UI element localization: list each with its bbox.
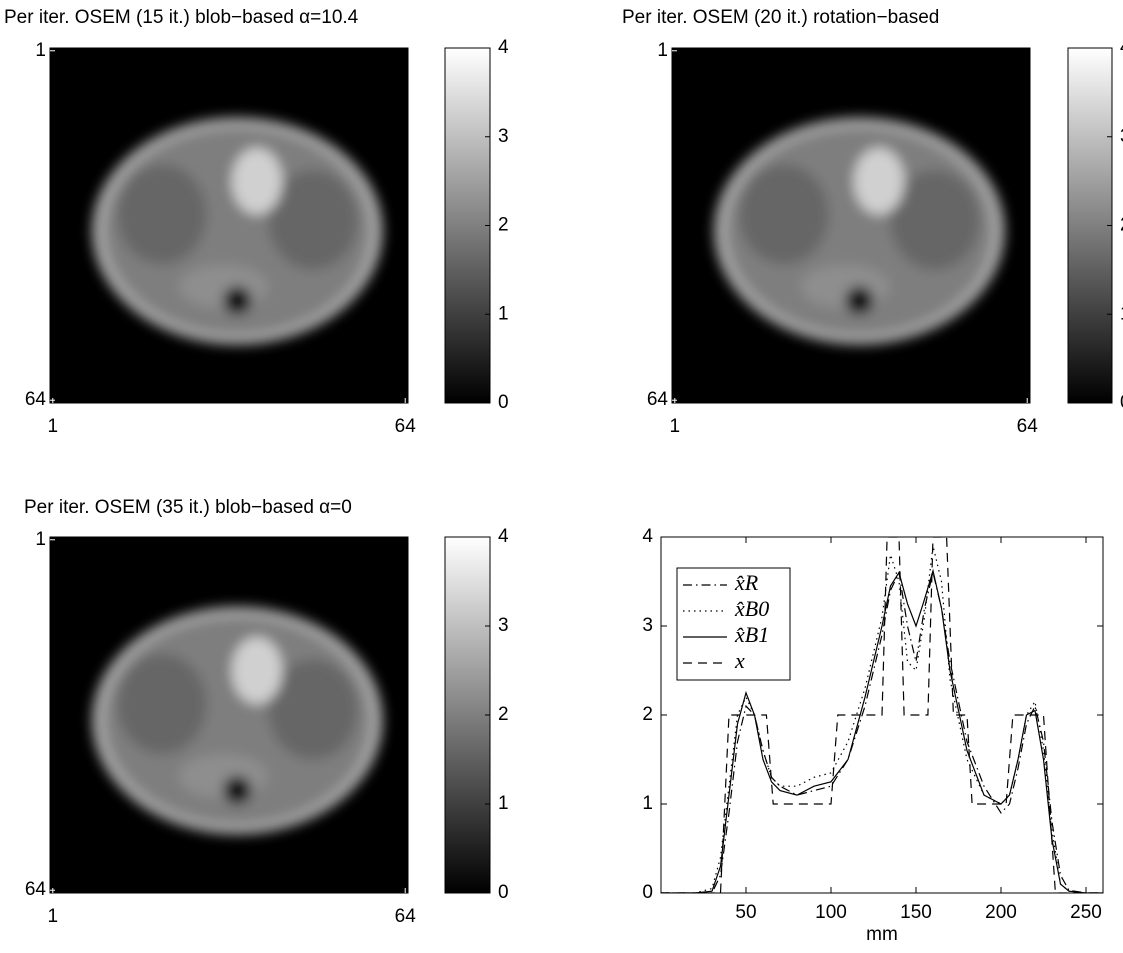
image-reconstruction [50,537,408,893]
x-tick-label: 200 [985,902,1017,923]
panel-title: Per iter. OSEM (15 it.) blob−based α=10.… [4,7,359,28]
lung-left [117,653,207,754]
panel-title: Per iter. OSEM (35 it.) blob−based α=0 [24,497,352,518]
y-tick-label: 1 [642,793,653,814]
legend-label: x̂B0 [734,596,769,621]
heart [853,147,905,215]
x-tick-label: 100 [815,902,847,923]
spine [223,286,252,315]
x-tick-label: 64 [1017,416,1039,437]
image-content [91,117,383,345]
image-reconstruction [672,48,1030,403]
image-content [713,117,1005,345]
tissue [800,264,891,309]
colorbar-tick-label: 0 [1120,392,1123,413]
x-tick-label: 250 [1070,902,1102,923]
y-tick-label: 2 [642,704,653,725]
image-frame [49,47,409,404]
colorbar-tick-label: 2 [1120,215,1123,236]
x-axis-label: mm [866,924,898,945]
colorbar-tick-label: 4 [1120,37,1123,58]
lung-left [739,164,829,265]
heart [231,147,283,215]
x-tick-label: 1 [48,416,59,437]
lung-right [268,170,358,270]
colorbar-tick-label: 2 [498,704,509,725]
y-tick-label: 64 [25,389,47,410]
legend-label: x̂B1 [734,622,769,647]
x-tick-label: 1 [48,906,59,927]
y-tick-label: 1 [657,40,668,61]
colorbar-tick-label: 0 [498,392,509,413]
legend-label: x̂R [734,570,759,595]
x-tick-label: 1 [670,416,681,437]
x-tick-label: 64 [395,906,417,927]
y-tick-label: 1 [35,40,46,61]
legend-label: x [734,648,745,673]
image-frame [49,536,409,894]
colorbar-tick-label: 3 [1120,126,1123,147]
colorbar-tick-label: 3 [498,615,509,636]
x-tick-label: 64 [395,416,417,437]
x-tick-label: 150 [900,902,932,923]
colorbar-tick-label: 1 [498,303,509,324]
tissue [178,264,269,309]
x-tick-label: 50 [735,902,756,923]
image-frame [671,47,1031,404]
colorbar-tick-label: 4 [498,526,509,547]
panel-title: Per iter. OSEM (20 it.) rotation−based [622,7,939,28]
y-tick-label: 4 [642,526,653,547]
spine [223,776,252,804]
tissue [178,753,269,799]
colorbar [444,536,491,894]
colorbar-tick-label: 1 [498,793,509,814]
image-content [91,606,383,835]
colorbar-tick-label: 2 [498,215,509,236]
colorbar-tick-label: 1 [1120,303,1123,324]
image-reconstruction [50,48,408,403]
colorbar-tick-label: 3 [498,126,509,147]
y-tick-label: 1 [35,529,46,550]
y-tick-label: 64 [25,879,47,900]
y-tick-label: 0 [642,882,653,903]
series-line [661,545,1103,893]
series-line [661,568,1103,893]
colorbar [444,47,491,404]
lung-right [268,659,358,760]
colorbar [1067,47,1113,404]
lung-left [117,164,207,265]
y-tick-label: 3 [642,615,653,636]
heart [231,637,283,704]
spine [845,286,874,315]
colorbar-tick-label: 4 [498,37,509,58]
series-line [661,537,1103,893]
y-tick-label: 64 [647,389,669,410]
colorbar-tick-label: 0 [498,882,509,903]
legend-box [676,567,791,681]
series-line [661,570,1103,893]
lung-right [890,170,980,270]
